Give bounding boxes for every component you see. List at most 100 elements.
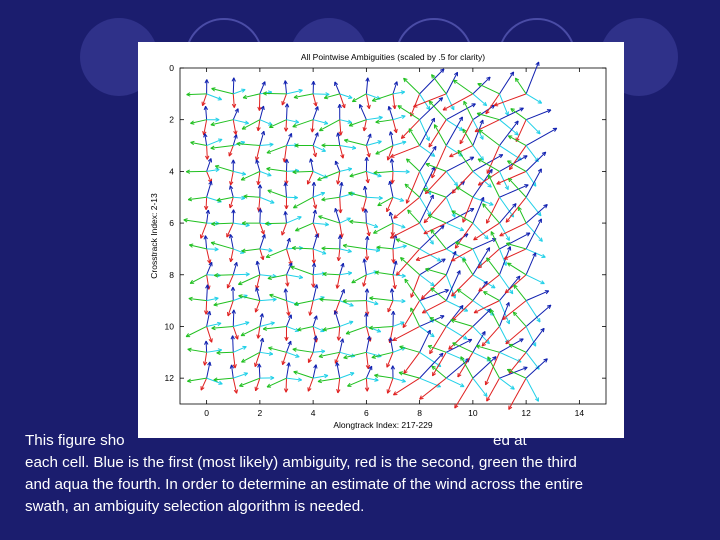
wind-vector-head bbox=[292, 123, 296, 128]
wind-vector-head bbox=[365, 312, 369, 317]
wind-vector bbox=[494, 93, 527, 107]
wind-vector bbox=[293, 196, 314, 209]
wind-vector-head bbox=[266, 383, 270, 388]
wind-vector-head bbox=[388, 105, 392, 110]
wind-vector bbox=[365, 248, 368, 261]
wind-vector-head bbox=[515, 138, 520, 142]
wind-vector-head bbox=[293, 204, 297, 209]
wind-vector bbox=[267, 189, 287, 198]
wind-vector bbox=[339, 119, 352, 124]
wind-vector-head bbox=[342, 244, 347, 249]
wind-vector-head bbox=[487, 339, 490, 344]
wind-vector bbox=[450, 319, 474, 327]
wind-vector-head bbox=[396, 273, 401, 276]
wind-vector bbox=[390, 145, 420, 158]
wind-vector bbox=[525, 252, 537, 275]
wind-vector bbox=[421, 274, 447, 300]
wind-vector bbox=[431, 145, 447, 179]
wind-vector-head bbox=[459, 141, 464, 145]
wind-vector-head bbox=[391, 310, 394, 315]
wind-vector-head bbox=[232, 286, 236, 291]
wind-vector-head bbox=[377, 356, 382, 358]
wind-vector-head bbox=[229, 257, 232, 262]
wind-vector-head bbox=[335, 160, 339, 165]
wind-vector bbox=[499, 184, 529, 198]
wind-vector-head bbox=[366, 153, 370, 158]
wind-vector-head bbox=[334, 208, 336, 213]
wind-vector bbox=[425, 163, 447, 172]
wind-vector bbox=[206, 248, 219, 250]
wind-vector-head bbox=[244, 372, 249, 377]
wind-vector bbox=[508, 351, 527, 374]
wind-vector bbox=[397, 105, 420, 121]
wind-vector bbox=[232, 77, 235, 94]
wind-vector-head bbox=[452, 79, 456, 84]
wind-vector-head bbox=[245, 273, 250, 277]
wind-vector bbox=[472, 145, 484, 161]
wind-vector-head bbox=[339, 235, 343, 240]
wind-vector bbox=[210, 119, 234, 126]
wind-vector bbox=[286, 103, 288, 120]
wind-vector-head bbox=[413, 103, 417, 108]
wind-vector-head bbox=[205, 205, 209, 210]
wind-vector-head bbox=[394, 104, 397, 110]
wind-vector-head bbox=[200, 235, 205, 239]
wind-vector-head bbox=[516, 120, 519, 125]
wind-vector bbox=[214, 274, 234, 276]
wind-vector bbox=[312, 132, 319, 146]
wind-vector bbox=[445, 270, 461, 301]
wind-vector-head bbox=[254, 362, 256, 367]
wind-vector bbox=[339, 263, 344, 275]
wind-vector-head bbox=[349, 173, 354, 177]
wind-vector-head bbox=[336, 362, 340, 366]
wind-vector-head bbox=[504, 289, 508, 294]
y-axis-label: Crosstrack Index: 2-13 bbox=[149, 193, 159, 279]
wind-vector-head bbox=[450, 106, 455, 111]
wind-vector-head bbox=[509, 214, 514, 218]
wind-vector-head bbox=[455, 186, 459, 191]
wind-vector bbox=[286, 325, 300, 332]
wind-vector-head bbox=[537, 218, 542, 222]
wind-vector-head bbox=[349, 219, 354, 222]
wind-vector bbox=[286, 238, 291, 250]
wind-vector bbox=[445, 171, 458, 187]
wind-vector-head bbox=[440, 68, 445, 71]
wind-vector-head bbox=[347, 251, 352, 254]
wind-vector-head bbox=[365, 208, 369, 213]
wind-vector bbox=[457, 288, 474, 302]
y-tick-label: 8 bbox=[169, 270, 174, 280]
wind-vector-head bbox=[343, 354, 348, 359]
wind-vector-head bbox=[387, 390, 391, 394]
wind-vector bbox=[428, 214, 447, 224]
wind-vector-head bbox=[188, 298, 193, 302]
wind-vector-head bbox=[228, 234, 231, 239]
wind-vector-head bbox=[292, 171, 297, 175]
wind-vector bbox=[339, 93, 346, 109]
wind-vector bbox=[232, 119, 237, 135]
wind-vector-head bbox=[236, 141, 241, 145]
wind-vector-head bbox=[234, 364, 237, 369]
wind-vector-head bbox=[426, 107, 431, 111]
wind-vector-head bbox=[493, 238, 497, 243]
wind-vector bbox=[472, 196, 494, 206]
wind-vector-head bbox=[365, 235, 368, 240]
wind-vector-head bbox=[320, 296, 325, 298]
wind-vector bbox=[240, 326, 261, 337]
wind-vector-head bbox=[490, 231, 495, 235]
wind-vector-head bbox=[285, 127, 289, 132]
wind-vector-head bbox=[504, 186, 509, 191]
wind-vector bbox=[482, 203, 500, 224]
wind-vector-head bbox=[481, 344, 486, 347]
wind-vector-head bbox=[313, 81, 316, 86]
wind-vector-head bbox=[505, 220, 510, 223]
wind-vector bbox=[525, 204, 548, 224]
wind-vector bbox=[190, 119, 207, 124]
wind-vector bbox=[259, 196, 275, 204]
wind-vector-head bbox=[343, 139, 348, 143]
wind-vector-head bbox=[481, 331, 486, 335]
wind-vector-head bbox=[430, 287, 435, 290]
wind-vector bbox=[408, 128, 421, 146]
wind-vector bbox=[286, 351, 300, 358]
wind-vector bbox=[473, 300, 500, 314]
wind-vector-head bbox=[262, 255, 265, 260]
